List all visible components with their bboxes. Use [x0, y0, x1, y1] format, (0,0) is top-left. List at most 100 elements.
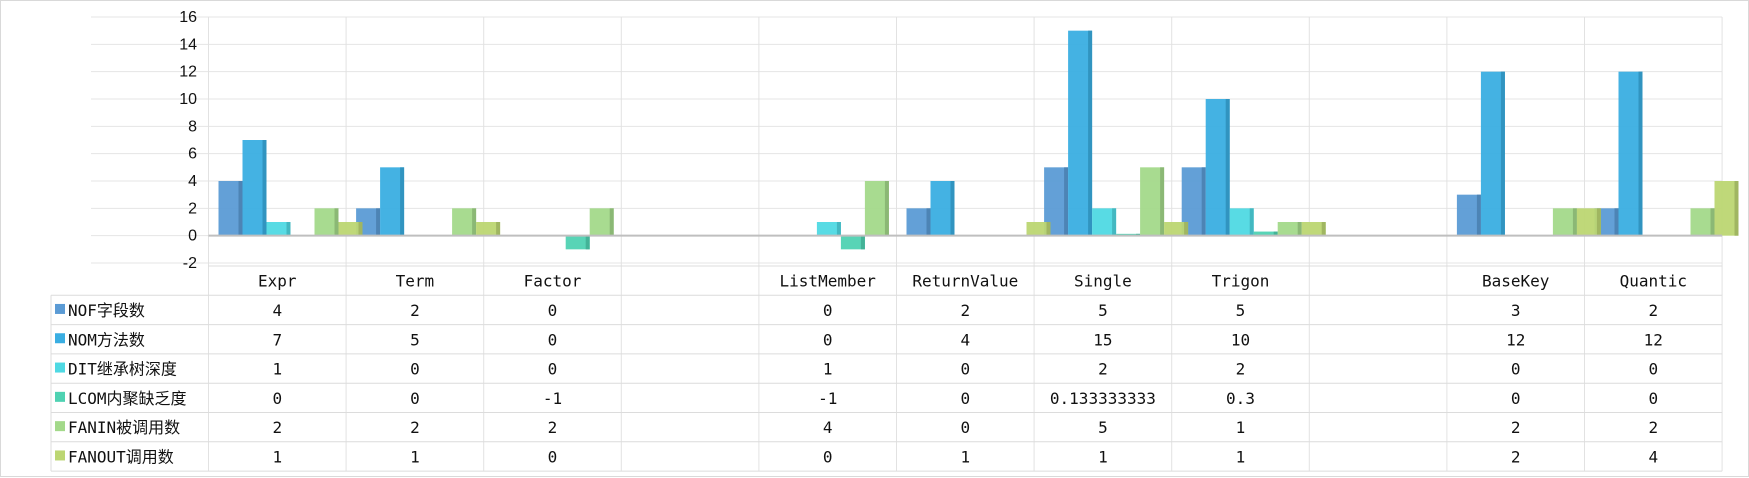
table-cell: 2: [410, 301, 420, 320]
table-cell: 0: [823, 301, 833, 320]
table-cell: 2: [1511, 418, 1521, 437]
bar: [266, 222, 291, 236]
table-cell: 0: [548, 360, 558, 379]
table-cell: 7: [272, 330, 282, 349]
bar-edge: [1500, 71, 1505, 236]
bar-edge: [1201, 167, 1206, 236]
bar-edge: [496, 222, 501, 236]
category-label: Expr: [258, 272, 297, 291]
legend-label: DIT继承树深度: [68, 360, 177, 379]
y-tick-label: 10: [179, 91, 197, 108]
legend-label: NOM方法数: [68, 330, 145, 349]
legend-swatch: [55, 303, 65, 314]
bar-edge: [1734, 181, 1739, 236]
bar: [1301, 222, 1326, 236]
bar-edge: [358, 222, 363, 236]
bar-edge: [1710, 208, 1715, 236]
y-tick-label: 6: [188, 146, 197, 163]
bar: [1253, 231, 1278, 236]
legend-label: LCOM内聚缺乏度: [68, 389, 187, 408]
legend-swatch: [55, 391, 65, 402]
table-cell: 1: [410, 447, 420, 466]
bar: [476, 222, 501, 236]
bar-edge: [1572, 208, 1577, 236]
category-label: Factor: [524, 272, 582, 291]
table-cell: 0: [1511, 360, 1521, 379]
table-cell: 0: [548, 447, 558, 466]
axis-layer: 16 14 12 10 8 6 4 2 0 -2: [179, 9, 1723, 272]
table-cell: 15: [1093, 330, 1112, 349]
category-label: ReturnValue: [912, 272, 1018, 291]
legend-label: NOF字段数: [68, 301, 145, 320]
table-cell: 1: [823, 360, 833, 379]
legend-label: FANIN被调用数: [68, 418, 180, 437]
table-cell: 1: [272, 447, 282, 466]
table-cell: 0: [1511, 389, 1521, 408]
table-cell: 2: [960, 301, 970, 320]
legend-label: FANOUT调用数: [68, 447, 174, 466]
table-cell: 2: [1236, 360, 1246, 379]
table-cell: 1: [272, 360, 282, 379]
bar: [565, 235, 590, 250]
bar-edge: [1225, 99, 1230, 236]
bar-edge: [1088, 30, 1093, 236]
table-cell: 0: [1648, 389, 1658, 408]
y-tick-label: 0: [188, 228, 197, 245]
legend-swatch: [55, 450, 65, 461]
bar-edge: [400, 167, 405, 236]
table-cell: 0: [410, 389, 420, 408]
y-tick-label: 12: [179, 64, 197, 81]
bar: [1026, 222, 1051, 236]
bar-edge: [585, 235, 590, 250]
bar-edge: [1112, 208, 1117, 236]
bar-edge: [1297, 222, 1302, 236]
table-cell: 0: [272, 389, 282, 408]
table-cell: 1: [1236, 447, 1246, 466]
bar: [816, 222, 841, 236]
table-cell: 5: [1098, 301, 1108, 320]
bar-edge: [1638, 71, 1643, 236]
bar-edge: [1046, 222, 1051, 236]
table-cell: 5: [1098, 418, 1108, 437]
table-cell: 1: [1236, 418, 1246, 437]
table-cell: 4: [272, 301, 282, 320]
bar-edge: [286, 222, 291, 236]
y-tick-label: 8: [188, 118, 197, 135]
grid-layer: [91, 16, 1723, 472]
bar-edge: [376, 208, 381, 236]
table-cell: -1: [818, 389, 837, 408]
table-cell: 0.133333333: [1050, 389, 1156, 408]
table-cell: 12: [1644, 330, 1663, 349]
bar-edge: [334, 208, 339, 236]
table-cell: 2: [272, 418, 282, 437]
table-cell: 0.3: [1226, 389, 1255, 408]
legend-swatch: [55, 333, 65, 344]
table-cell: 0: [410, 360, 420, 379]
bar-edge: [1184, 222, 1189, 236]
category-label: BaseKey: [1482, 272, 1550, 291]
table-cell: 1: [960, 447, 970, 466]
bar-edge: [238, 181, 243, 236]
table-cell: 0: [960, 360, 970, 379]
table-cell: 0: [1648, 360, 1658, 379]
bar-edge: [472, 208, 477, 236]
table-cell: 0: [960, 389, 970, 408]
table-cell: 0: [823, 447, 833, 466]
category-label: Single: [1074, 272, 1132, 291]
table-cell: 0: [823, 330, 833, 349]
table-cell: 3: [1511, 301, 1521, 320]
table-cell: 5: [410, 330, 420, 349]
bar-edge: [1596, 208, 1601, 236]
category-label: Quantic: [1620, 272, 1687, 291]
bar-edge: [1273, 231, 1278, 236]
category-label: Term: [396, 272, 435, 291]
bar-edge: [1321, 222, 1326, 236]
table-cell: -1: [543, 389, 562, 408]
table-cell: 0: [960, 418, 970, 437]
y-tick-label: 16: [179, 9, 197, 26]
data-table: Expr Term Factor ListMember ReturnValue Singl…: [50, 265, 1723, 472]
y-tick-label: 14: [179, 36, 197, 53]
bar-edge: [262, 140, 267, 236]
table-cell: 0: [548, 330, 558, 349]
